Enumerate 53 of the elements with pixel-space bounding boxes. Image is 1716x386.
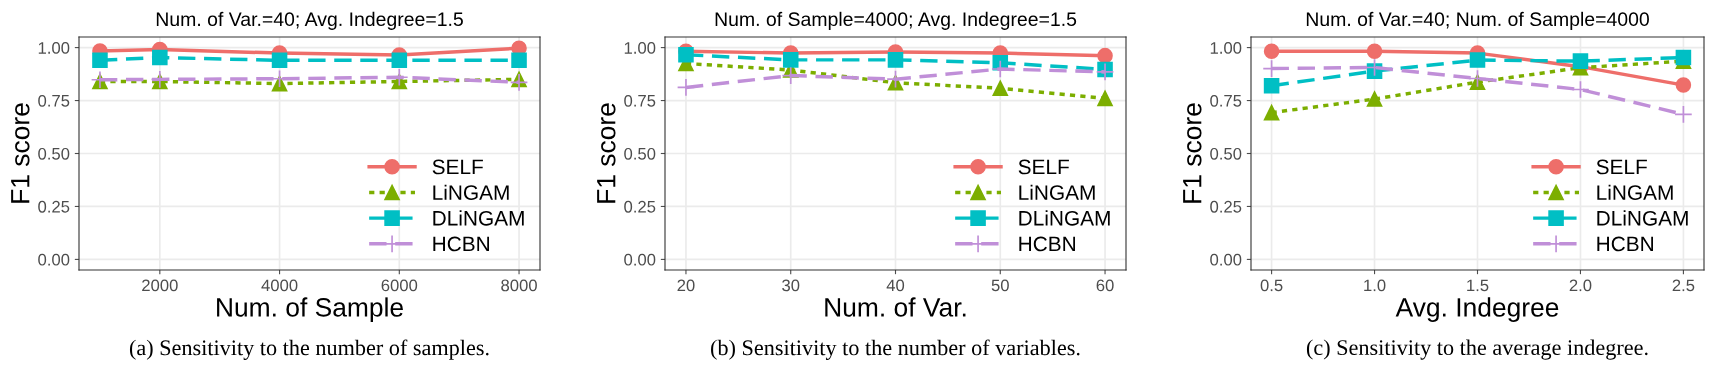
y-axis-title: F1 score: [1183, 103, 1202, 203]
x-tick-label: 50: [991, 279, 1009, 292]
x-tick-label: 2.5: [1672, 279, 1695, 292]
x-tick-label: 6000: [381, 279, 418, 292]
y-tick-label: 0.00: [38, 253, 70, 266]
legend-label: SELF: [1018, 159, 1069, 175]
legend-label: SELF: [1596, 159, 1647, 175]
y-axis-title: F1 score: [11, 103, 30, 203]
x-tick-label: 2.0: [1569, 279, 1592, 292]
text: (b) Sensitivity to the number of variables.: [711, 339, 1080, 360]
legend-label: DLiNGAM: [1597, 210, 1688, 226]
y-tick-label: 1.00: [1210, 41, 1242, 54]
y-tick-label: 0.00: [1210, 253, 1242, 266]
x-tick-label: 0.5: [1260, 279, 1283, 292]
legend-label: LiNGAM: [433, 184, 509, 200]
legend-label: HCBN: [1019, 236, 1075, 252]
legend-label: DLiNGAM: [1019, 210, 1110, 226]
y-tick-label: 0.75: [624, 94, 656, 107]
x-tick-label: 30: [782, 279, 800, 292]
text: (a) Sensitivity to the number of samples.: [129, 339, 489, 360]
y-tick-label: 0.75: [1210, 94, 1242, 107]
y-tick-label: 0.50: [1210, 147, 1242, 160]
x-tick-label: 1.0: [1364, 279, 1386, 292]
x-tick-label: 8000: [501, 279, 537, 292]
x-tick-label: 4000: [261, 279, 298, 292]
x-axis-title: Num. of Var.: [825, 297, 966, 317]
chart-title: Num. of Sample=4000; Avg. Indegree=1.5: [715, 11, 1077, 30]
x-tick-label: 40: [886, 279, 905, 292]
y-tick-label: 0.25: [38, 200, 70, 213]
legend-label: HCBN: [1597, 236, 1653, 252]
x-tick-label: 1.5: [1467, 279, 1489, 292]
y-tick-label: 0.25: [1210, 200, 1242, 213]
x-axis-title: Avg. Indegree: [1395, 297, 1559, 322]
legend-label: SELF: [432, 159, 483, 175]
chart-title: Num. of Var.=40; Num. of Sample=4000: [1306, 11, 1649, 30]
legend-label: HCBN: [433, 236, 489, 252]
x-tick-label: 2000: [142, 279, 178, 292]
y-tick-label: 0.00: [624, 253, 656, 266]
y-tick-label: 0.50: [38, 147, 70, 160]
chart-title: Num. of Var.=40; Avg. Indegree=1.5: [156, 11, 463, 30]
legend-label: DLiNGAM: [433, 210, 524, 226]
x-tick-label: 60: [1096, 279, 1114, 292]
x-axis-title: Num. of Sample: [217, 297, 403, 322]
y-tick-label: 0.75: [38, 94, 70, 107]
y-tick-label: 1.00: [624, 41, 656, 54]
legend-label: LiNGAM: [1597, 184, 1673, 200]
legend-label: LiNGAM: [1019, 184, 1095, 200]
y-tick-label: 1.00: [38, 41, 70, 54]
y-tick-label: 0.25: [624, 200, 656, 213]
y-tick-label: 0.50: [624, 147, 656, 160]
text: (c) Sensitivity to the average indegree.: [1306, 339, 1648, 360]
x-tick-label: 20: [677, 279, 695, 292]
y-axis-title: F1 score: [597, 103, 616, 203]
